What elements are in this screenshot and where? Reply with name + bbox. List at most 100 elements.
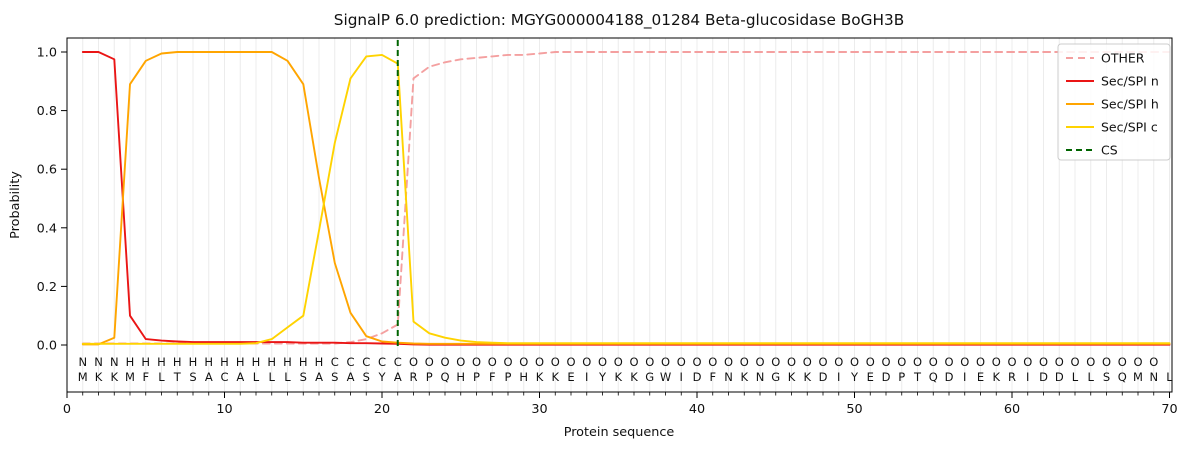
region-label: O [440, 355, 449, 369]
residue-letter: I [680, 370, 683, 384]
residue-letter: H [456, 370, 465, 384]
region-label: O [724, 355, 733, 369]
residue-letter: N [1149, 370, 1158, 384]
residue-letter: I [1026, 370, 1029, 384]
region-label: O [881, 355, 890, 369]
region-label: O [629, 355, 638, 369]
residue-letter: S [1103, 370, 1110, 384]
legend: OTHER Sec/SPI n Sec/SPI h Sec/SPI c CS [1057, 43, 1171, 161]
region-label: O [1023, 355, 1032, 369]
region-label: O [472, 355, 481, 369]
region-label: O [771, 355, 780, 369]
region-label: O [976, 355, 985, 369]
region-label: H [204, 355, 213, 369]
residue-letter: F [142, 370, 149, 384]
region-label: O [1118, 355, 1127, 369]
region-label: O [566, 355, 575, 369]
residue-letter: M [1133, 370, 1143, 384]
region-label: O [551, 355, 560, 369]
residue-letter: I [837, 370, 840, 384]
residue-letter: L [1072, 370, 1079, 384]
series-line-sec-spi-h [81, 51, 1171, 346]
y-tick-label: 0.0 [37, 339, 57, 354]
region-label: O [1086, 355, 1095, 369]
residue-letter: S [363, 370, 370, 384]
residue-letter: A [236, 370, 244, 384]
residue-letter: K [630, 370, 638, 384]
region-label: N [94, 355, 103, 369]
residue-letter: S [300, 370, 307, 384]
region-label: O [866, 355, 875, 369]
residue-letter: L [269, 370, 276, 384]
residue-letter: E [977, 370, 984, 384]
region-label: H [157, 355, 166, 369]
legend-box [1057, 43, 1171, 161]
y-tick-label: 0.8 [37, 104, 57, 119]
legend-label: OTHER [1101, 51, 1145, 66]
y-axis-ticks: 0.0 0.2 0.4 0.6 0.8 1.0 [37, 46, 67, 354]
x-tick-label: 50 [846, 402, 862, 417]
residue-letter: S [189, 370, 196, 384]
region-label: O [897, 355, 906, 369]
region-label: O [1007, 355, 1016, 369]
residue-letter: A [205, 370, 213, 384]
x-tick-label: 40 [689, 402, 705, 417]
y-tick-label: 0.4 [37, 221, 57, 236]
residue-letter: R [1008, 370, 1016, 384]
residue-letter: K [992, 370, 1000, 384]
region-label: O [755, 355, 764, 369]
residue-letter: Q [440, 370, 449, 384]
region-label: O [850, 355, 859, 369]
region-label: H [299, 355, 308, 369]
residue-letter: K [536, 370, 544, 384]
residue-letter: F [489, 370, 496, 384]
region-label: O [818, 355, 827, 369]
residue-letter: N [756, 370, 765, 384]
y-tick-label: 0.2 [37, 280, 57, 295]
x-tick-label: 60 [1004, 402, 1020, 417]
residue-letter: P [473, 370, 480, 384]
region-label: O [740, 355, 749, 369]
residue-letter: K [803, 370, 811, 384]
residue-letter: A [347, 370, 355, 384]
residue-letter: D [945, 370, 954, 384]
region-label: O [1102, 355, 1111, 369]
residue-letter: G [645, 370, 654, 384]
region-label: O [708, 355, 717, 369]
residue-letter: L [1088, 370, 1095, 384]
x-tick-label: 0 [63, 402, 71, 417]
residue-letter: M [125, 370, 135, 384]
residue-letter: P [505, 370, 512, 384]
residue-letter: L [253, 370, 260, 384]
region-label: O [913, 355, 922, 369]
region-label: O [1055, 355, 1064, 369]
region-label: O [645, 355, 654, 369]
region-label: C [394, 355, 402, 369]
legend-label: CS [1101, 143, 1118, 158]
region-label: O [677, 355, 686, 369]
region-label: H [236, 355, 245, 369]
region-label: O [692, 355, 701, 369]
region-label: O [1039, 355, 1048, 369]
region-label: O [944, 355, 953, 369]
series-lines [81, 51, 1171, 346]
region-label: C [331, 355, 339, 369]
chart-title: SignalP 6.0 prediction: MGYG000004188_01… [334, 11, 904, 30]
residue-letter: C [220, 370, 228, 384]
plot-frame [66, 37, 1173, 393]
residue-letter: I [585, 370, 588, 384]
region-label: O [929, 355, 938, 369]
y-tick-label: 0.6 [37, 163, 57, 178]
series-line-other [81, 51, 1171, 345]
residue-letter: D [882, 370, 891, 384]
region-label: H [141, 355, 150, 369]
residue-letter: K [614, 370, 622, 384]
y-tick-label: 1.0 [37, 46, 57, 61]
residue-letter: K [110, 370, 118, 384]
gridlines [82, 38, 1170, 392]
residue-letter: Q [1118, 370, 1127, 384]
residue-letter: T [913, 370, 922, 384]
residue-letter: D [1039, 370, 1048, 384]
residue-letter: K [551, 370, 559, 384]
